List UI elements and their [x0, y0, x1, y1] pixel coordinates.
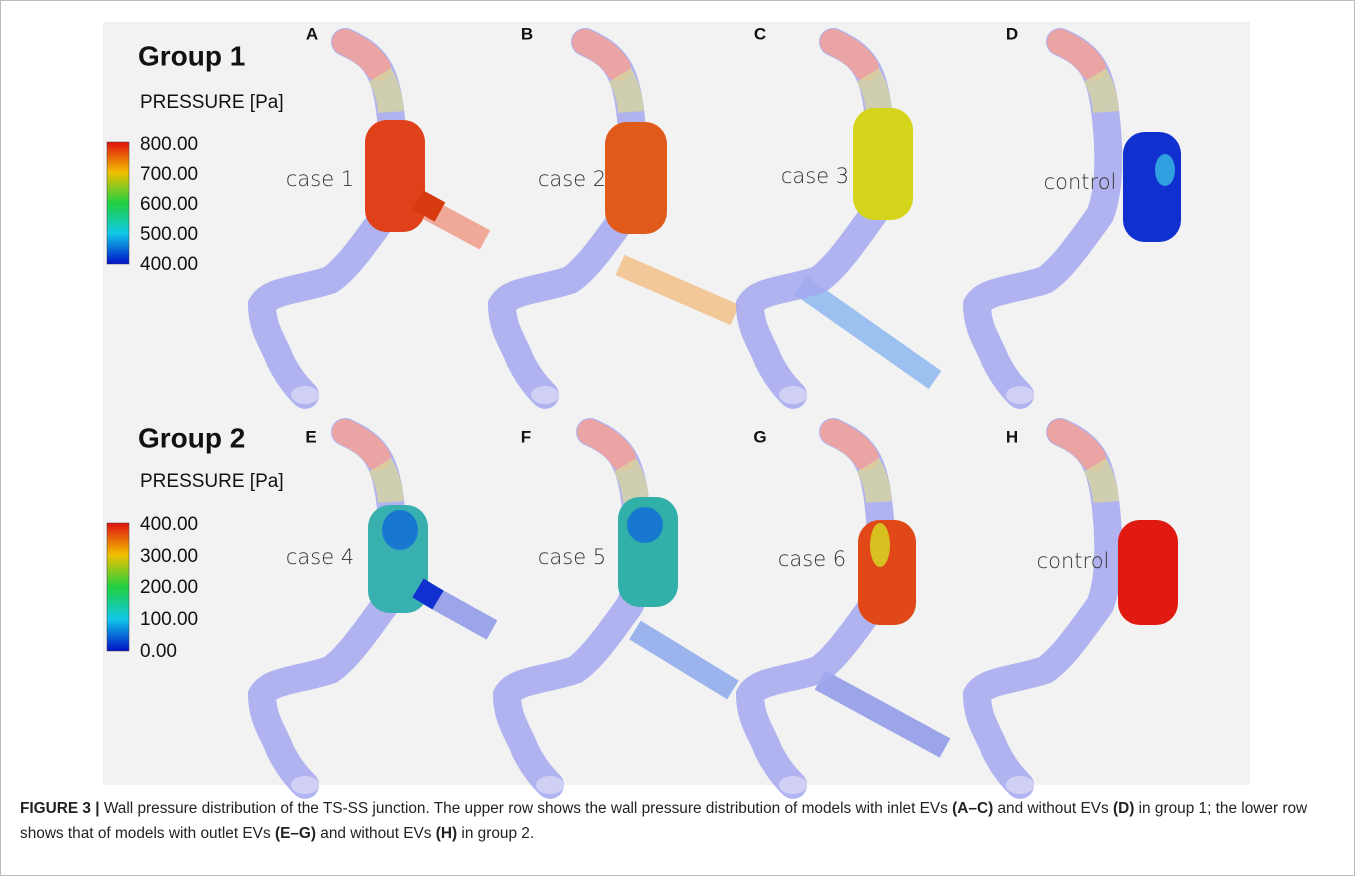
- group-title: Group 2: [138, 422, 245, 453]
- caption-text: Wall pressure distribution of the TS-SS …: [100, 800, 953, 817]
- scale-label: 800.00: [140, 134, 198, 155]
- panel-letter: B: [521, 24, 533, 43]
- caption: FIGURE 3 | Wall pressure distribution of…: [20, 796, 1338, 846]
- case-label: case 5: [538, 545, 606, 569]
- case-label: control: [1037, 549, 1110, 573]
- unit-label: PRESSURE [Pa]: [140, 471, 284, 492]
- caption-text: FIGURE 3 |: [20, 800, 100, 817]
- caption-text: and without EVs: [316, 825, 436, 842]
- scale-label: 400.00: [140, 254, 198, 275]
- panel-letter: H: [1006, 427, 1018, 446]
- caption-text: and without EVs: [993, 800, 1113, 817]
- panel-letter: D: [1006, 24, 1018, 43]
- scale-label: 200.00: [140, 577, 198, 598]
- panel-letter: E: [305, 427, 316, 446]
- unit-label: PRESSURE [Pa]: [140, 92, 284, 113]
- figure: Group 1 PRESSURE [Pa] Group 2 PRESSURE […: [0, 0, 1355, 876]
- case-label: case 6: [778, 547, 846, 571]
- caption-text: (E–G): [275, 825, 316, 842]
- case-label: case 4: [286, 545, 354, 569]
- scale-label: 700.00: [140, 164, 198, 185]
- panel-letter: C: [754, 24, 766, 43]
- scale-label: 400.00: [140, 514, 198, 535]
- caption-text: (D): [1113, 800, 1134, 817]
- scale-label: 500.00: [140, 224, 198, 245]
- caption-text: (H): [436, 825, 457, 842]
- colorbar: [107, 142, 129, 264]
- panel-letter: F: [521, 427, 531, 446]
- case-label: case 3: [781, 164, 849, 188]
- caption-text: in group 2.: [457, 825, 534, 842]
- caption-text: (A–C): [952, 800, 993, 817]
- group-title: Group 1: [138, 40, 245, 71]
- case-label: case 2: [538, 167, 606, 191]
- scale-label: 600.00: [140, 194, 198, 215]
- scale-label: 300.00: [140, 546, 198, 567]
- colorbar: [107, 523, 129, 651]
- panel-letter: A: [306, 24, 318, 43]
- panel-letter: G: [753, 427, 766, 446]
- figure-page: Group 1 PRESSURE [Pa] Group 2 PRESSURE […: [0, 0, 1355, 876]
- scale-label: 100.00: [140, 609, 198, 630]
- case-label: case 1: [286, 167, 354, 191]
- scale-label: 0.00: [140, 641, 177, 662]
- case-label: control: [1044, 170, 1117, 194]
